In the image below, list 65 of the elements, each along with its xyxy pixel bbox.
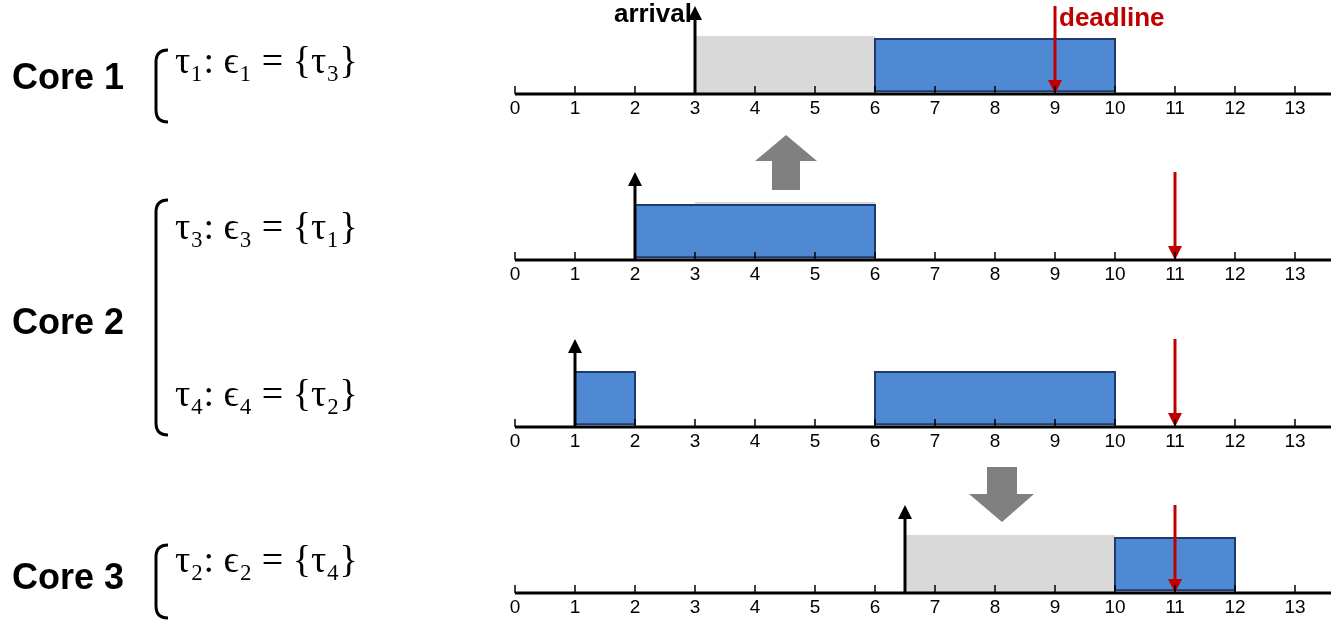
x-tick-label: 9 (1049, 97, 1061, 118)
x-tick-label: 8 (989, 430, 1001, 451)
x-tick-label: 5 (809, 596, 821, 617)
x-tick-label: 10 (1104, 430, 1126, 451)
y-tick-label: τ₂: ϵ₂ = {τ₄} (175, 538, 358, 580)
text: Core 3 (12, 556, 125, 598)
x-tick-label: 5 (809, 430, 821, 451)
x-tick-label: 1 (569, 596, 581, 617)
x-tick-label: 5 (809, 97, 821, 118)
x-tick-label: 2 (629, 97, 641, 118)
x-tick-label: 6 (869, 263, 881, 284)
x-tick-label: 11 (1165, 263, 1185, 284)
x-tick-label: 0 (509, 430, 521, 451)
x-tick-label: 4 (749, 596, 761, 617)
x-tick-label: 0 (509, 97, 521, 118)
y-tick-label: τ₃: ϵ₃ = {τ₁} (175, 205, 358, 247)
y-tick-label: τ₁: ϵ₁ = {τ₃} (175, 39, 358, 81)
x-tick-label: 10 (1104, 263, 1126, 284)
x-tick-label: 3 (689, 97, 701, 118)
x-tick-label: 12 (1224, 97, 1246, 118)
x-tick-label: 2 (629, 596, 641, 617)
text: Core 2 (12, 301, 125, 343)
x-tick-label: 13 (1284, 263, 1306, 284)
x-tick-label: 13 (1284, 97, 1306, 118)
x-tick-label: 4 (749, 97, 761, 118)
x-tick-label: 10 (1104, 97, 1126, 118)
x-tick-label: 7 (929, 263, 941, 284)
ref-line-label: deadline (1059, 2, 1165, 32)
x-tick-label: 6 (869, 430, 881, 451)
x-tick-label: 13 (1284, 430, 1306, 451)
x-tick-label: 1 (569, 97, 581, 118)
x-tick-label: 10 (1104, 596, 1126, 617)
x-tick-label: 6 (869, 596, 881, 617)
x-tick-label: 12 (1224, 263, 1246, 284)
x-tick-label: 12 (1224, 430, 1246, 451)
x-tick-label: 3 (689, 430, 701, 451)
x-tick-label: 13 (1284, 596, 1306, 617)
x-tick-label: 2 (629, 263, 641, 284)
x-tick-label: 11 (1165, 596, 1185, 617)
x-tick-label: 4 (749, 430, 761, 451)
x-tick-label: 2 (629, 430, 641, 451)
text: Core 1 (12, 56, 125, 98)
x-tick-label: 6 (869, 97, 881, 118)
x-tick-label: 3 (689, 263, 701, 284)
x-tick-label: 8 (989, 97, 1001, 118)
x-tick-label: 11 (1165, 97, 1185, 118)
x-tick-label: 4 (749, 263, 761, 284)
x-tick-label: 7 (929, 97, 941, 118)
x-tick-label: 7 (929, 430, 941, 451)
ref-line-label: arrival (613, 0, 692, 28)
x-tick-label: 0 (509, 596, 521, 617)
x-tick-label: 9 (1049, 596, 1061, 617)
x-tick-label: 1 (569, 263, 581, 284)
x-tick-label: 5 (809, 263, 821, 284)
x-tick-label: 11 (1165, 430, 1185, 451)
x-tick-label: 3 (689, 596, 701, 617)
x-tick-label: 9 (1049, 263, 1061, 284)
x-tick-label: 0 (509, 263, 521, 284)
x-tick-label: 8 (989, 263, 1001, 284)
x-tick-label: 12 (1224, 596, 1246, 617)
x-tick-label: 8 (989, 596, 1001, 617)
y-tick-label: τ₄: ϵ₄ = {τ₂} (175, 372, 358, 414)
x-tick-label: 9 (1049, 430, 1061, 451)
x-tick-label: 7 (929, 596, 941, 617)
x-tick-label: 1 (569, 430, 581, 451)
